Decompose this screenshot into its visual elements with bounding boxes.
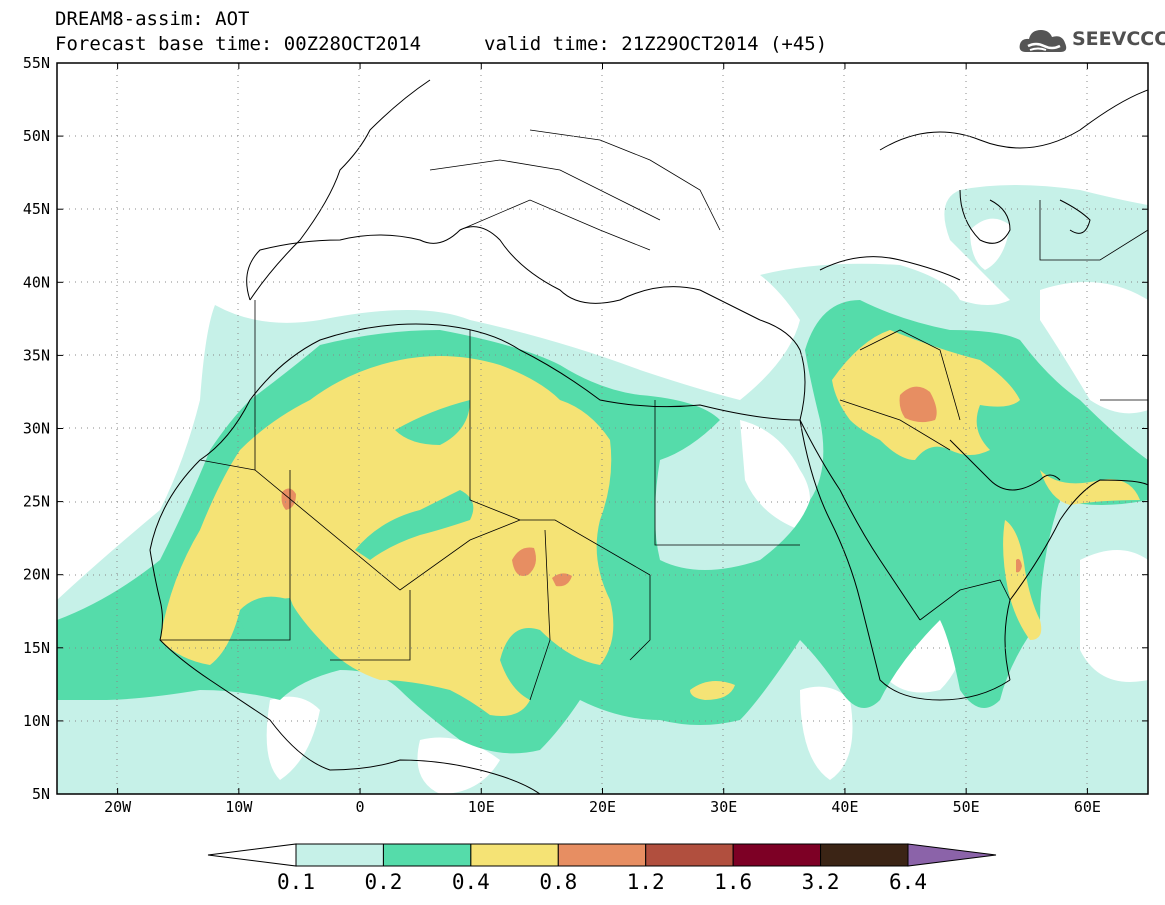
lat-tick-label: 45N [23, 200, 50, 218]
lat-tick-label: 40N [23, 273, 50, 291]
colorbar-level-label: 0.2 [364, 870, 403, 894]
lat-tick-label: 25N [23, 493, 50, 511]
lat-tick-label: 30N [23, 420, 50, 438]
cloud-icon [1019, 30, 1067, 52]
country-borders [160, 129, 1148, 701]
colorbar-cell [557, 843, 647, 867]
colorbar-max-triangle [907, 843, 997, 867]
colorbar-cell [645, 843, 734, 867]
colorbar-level-label: 3.2 [801, 870, 840, 894]
colorbar-level-label: 6.4 [889, 870, 927, 894]
lon-tick-label: 10E [468, 798, 495, 816]
aot-level-0.8 [281, 386, 1022, 587]
lon-tick-label: 50E [953, 798, 980, 816]
colorbar-level-label: 1.6 [714, 870, 753, 894]
colorbar-cell [382, 843, 472, 867]
colorbar-level-label: 0.8 [539, 870, 578, 894]
logo-text: SEEVCCC [1072, 28, 1165, 50]
lat-tick-label: 50N [23, 127, 50, 145]
lat-tick-label: 15N [23, 639, 50, 657]
coastlines [149, 79, 1148, 794]
lat-tick-label: 20N [23, 566, 50, 584]
colorbar-level-label: 0.4 [451, 870, 490, 894]
valid-time: valid time: 21Z29OCT2014 (+45) [484, 33, 828, 55]
lon-tick-label: 10W [225, 798, 253, 816]
lat-tick-label: 35N [23, 346, 50, 364]
lon-tick-label: 40E [831, 798, 858, 816]
lon-tick-label: 20W [104, 798, 132, 816]
lon-tick-label: 60E [1074, 798, 1101, 816]
lon-tick-label: 20E [589, 798, 616, 816]
colorbar-cell [470, 843, 559, 867]
colorbar-min-triangle [207, 843, 297, 867]
lat-tick-label: 5N [32, 785, 50, 803]
map-title: DREAM8-assim: AOT [55, 8, 250, 30]
colorbar-level-label: 1.2 [626, 870, 665, 894]
seevccc-logo: SEEVCCC [1018, 22, 1165, 58]
forecast-base-time: Forecast base time: 00Z28OCT2014 [55, 33, 422, 55]
aot-level-0.2-inner [240, 400, 474, 647]
colorbar-cell [295, 843, 384, 867]
lon-tick-label: 30E [710, 798, 737, 816]
lon-tick-label: 0 [356, 798, 365, 816]
lat-tick-label: 10N [23, 712, 50, 730]
colorbar-level-label: 0.1 [277, 870, 315, 894]
colorbar-cell [820, 843, 909, 867]
axis-ticks: 5N 10N 15N 20N 25N 30N 35N 40N 45N 50N 55N 20W 10W 0 1… [23, 54, 1148, 816]
lat-tick-label: 55N [23, 54, 50, 72]
colorbar-cell [732, 843, 822, 867]
